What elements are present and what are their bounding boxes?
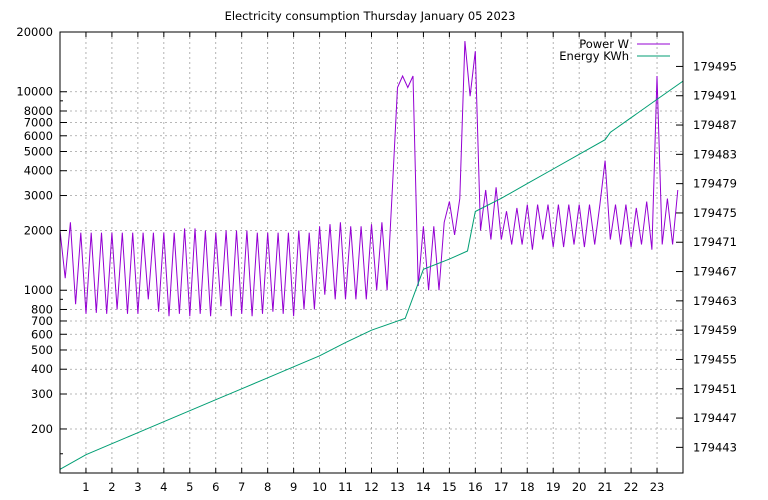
- y-right-tick-label: 179459: [693, 323, 737, 337]
- energy-series-line: [59, 80, 684, 470]
- x-tick-label: 13: [390, 480, 405, 494]
- y-left-tick-label: 3000: [24, 189, 53, 203]
- series-layer: [59, 41, 684, 470]
- y-left-tick-label: 500: [31, 343, 53, 357]
- y-left-tick-label: 2000: [24, 223, 53, 237]
- x-tick-label: 14: [416, 480, 431, 494]
- y-right-tick-label: 179463: [693, 294, 737, 308]
- legend-label: Power W: [579, 37, 629, 51]
- x-tick-label: 2: [108, 480, 115, 494]
- x-tick-label: 5: [186, 480, 193, 494]
- y-right-tick-label: 179467: [693, 265, 737, 279]
- grid: [60, 31, 683, 473]
- x-tick-label: 6: [212, 480, 219, 494]
- y-left-tick-label: 400: [31, 362, 53, 376]
- y-right-tick-label: 179487: [693, 118, 737, 132]
- chart-title: Electricity consumption Thursday January…: [225, 9, 516, 23]
- x-tick-label: 8: [264, 480, 271, 494]
- axes: 1 2 3 4 5 6 7 8 9 10 11 12 13 14 15 16 17 18 19 20 21 22 23200…: [16, 25, 737, 494]
- y-right-tick-label: 179451: [693, 382, 737, 396]
- y-left-tick-label: 5000: [24, 144, 53, 158]
- x-tick-label: 7: [238, 480, 245, 494]
- y-left-tick-label: 800: [31, 302, 53, 316]
- y-right-tick-label: 179483: [693, 147, 737, 161]
- y-left-tick-label: 200: [31, 422, 53, 436]
- power-series-line: [59, 41, 679, 317]
- y-right-tick-label: 179495: [693, 59, 737, 73]
- y-left-tick-label: 10000: [16, 85, 53, 99]
- y-left-tick-label: 4000: [24, 164, 53, 178]
- y-right-tick-label: 179471: [693, 235, 737, 249]
- x-tick-label: 4: [160, 480, 167, 494]
- x-tick-label: 3: [134, 480, 141, 494]
- x-tick-label: 11: [338, 480, 353, 494]
- y-left-tick-label: 7000: [24, 115, 53, 129]
- y-right-tick-label: 179475: [693, 206, 737, 220]
- legend-label: Energy KWh: [559, 49, 629, 63]
- y-left-tick-label: 1000: [24, 283, 53, 297]
- y-right-tick-label: 179479: [693, 177, 737, 191]
- x-tick-label: 17: [494, 480, 509, 494]
- x-tick-label: 10: [312, 480, 327, 494]
- x-tick-label: 12: [364, 480, 379, 494]
- y-left-tick-label: 300: [31, 387, 53, 401]
- y-right-tick-label: 179491: [693, 89, 737, 103]
- y-left-tick-label: 700: [31, 314, 53, 328]
- x-tick-label: 15: [442, 480, 457, 494]
- y-right-tick-label: 179443: [693, 440, 737, 454]
- x-tick-label: 9: [290, 480, 297, 494]
- y-right-tick-label: 179455: [693, 352, 737, 366]
- x-tick-label: 1: [82, 480, 89, 494]
- y-left-tick-label: 8000: [24, 104, 53, 118]
- x-tick-label: 21: [598, 480, 613, 494]
- x-tick-label: 19: [546, 480, 561, 494]
- y-left-tick-label: 6000: [24, 129, 53, 143]
- x-tick-label: 16: [468, 480, 483, 494]
- x-tick-label: 18: [520, 480, 535, 494]
- x-tick-label: 23: [650, 480, 665, 494]
- x-tick-label: 22: [624, 480, 639, 494]
- y-left-tick-label: 20000: [16, 25, 53, 39]
- plot-frame: [59, 31, 684, 474]
- y-left-tick-label: 600: [31, 327, 53, 341]
- x-tick-label: 20: [572, 480, 587, 494]
- y-right-tick-label: 179447: [693, 411, 737, 425]
